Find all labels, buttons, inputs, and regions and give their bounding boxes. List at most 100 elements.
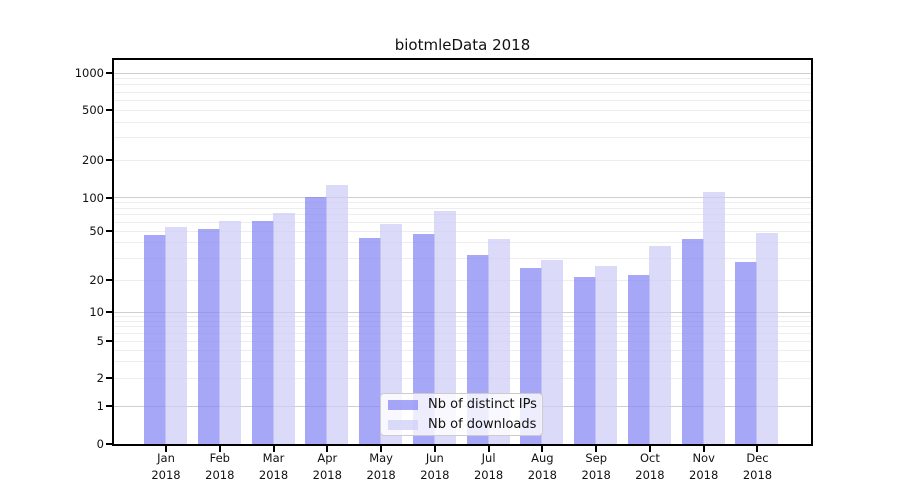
month-year: 2018 xyxy=(527,468,558,482)
x-axis-tick xyxy=(218,446,221,452)
month-year: 2018 xyxy=(581,468,611,482)
x-axis-tick xyxy=(272,446,275,452)
y-axis-tick-label: 2 xyxy=(96,371,104,385)
grid-line-minor xyxy=(114,377,811,379)
y-axis-tick xyxy=(106,405,113,407)
month-name: Mar xyxy=(262,451,285,465)
month-year: 2018 xyxy=(635,468,665,482)
month-name: Feb xyxy=(209,451,230,465)
month-year: 2018 xyxy=(312,468,342,482)
x-axis-tick xyxy=(541,446,544,452)
grid-line-minor xyxy=(114,207,811,209)
legend-item-distinct-ips: Nb of distinct IPs xyxy=(388,396,542,413)
month-year: 2018 xyxy=(473,468,504,482)
y-axis-tick-label: 5 xyxy=(96,334,104,348)
grid-line-minor xyxy=(114,84,811,86)
month-name: Oct xyxy=(639,451,660,465)
y-axis-tick xyxy=(106,72,113,74)
grid-line-minor xyxy=(114,109,811,111)
y-axis-tick-label: 100 xyxy=(82,190,104,205)
x-axis-month-label: Oct 2018 xyxy=(622,450,678,484)
legend-swatch-distinct-ips xyxy=(388,399,418,410)
x-axis-month-label: Jan 2018 xyxy=(138,450,194,484)
month-year: 2018 xyxy=(258,468,289,482)
grid-line-minor xyxy=(114,78,811,80)
grid-line-minor xyxy=(114,159,811,161)
bar-downloads xyxy=(326,184,349,444)
grid-line-minor xyxy=(114,230,811,232)
bar-downloads xyxy=(756,233,779,444)
y-axis-tick-label: 20 xyxy=(89,273,104,287)
chart-title: biotmleData 2018 xyxy=(394,36,531,54)
grid-line-minor xyxy=(114,349,811,351)
grid-line-minor xyxy=(114,202,811,204)
month-name: Sep xyxy=(585,451,607,465)
grid-line-minor xyxy=(114,221,811,223)
y-axis-tick xyxy=(106,340,113,342)
y-axis-tick xyxy=(106,230,113,232)
x-axis-month-label: Jul 2018 xyxy=(461,450,517,484)
y-axis-tick xyxy=(106,377,113,379)
month-name: Jan xyxy=(157,451,175,465)
y-axis-tick-label: 1 xyxy=(96,399,104,413)
bar-downloads xyxy=(272,213,295,444)
x-axis-month-label: Aug 2018 xyxy=(514,450,570,484)
grid-line-minor xyxy=(114,137,811,139)
x-axis-tick xyxy=(433,446,436,452)
grid-line-minor xyxy=(114,279,811,281)
x-axis-tick xyxy=(702,446,705,452)
grid-line-minor xyxy=(114,361,811,363)
x-axis-tick xyxy=(756,446,759,452)
x-axis-month-label: Sep 2018 xyxy=(568,450,624,484)
bar-distinct-ips xyxy=(359,237,382,444)
y-axis-tick-label: 500 xyxy=(82,103,104,117)
bar-downloads xyxy=(595,265,618,444)
bar-downloads xyxy=(487,239,510,444)
y-axis-tick-label: 10 xyxy=(89,305,104,319)
legend-label-distinct-ips: Nb of distinct IPs xyxy=(428,397,537,412)
grid-line-major xyxy=(114,72,811,74)
bar-downloads xyxy=(541,260,564,444)
y-axis-tick-label: 50 xyxy=(89,224,104,238)
month-year: 2018 xyxy=(742,468,773,482)
month-name: Jun xyxy=(425,451,444,465)
x-axis-month-label: Mar 2018 xyxy=(246,450,302,484)
legend: Nb of distinct IPs Nb of downloads xyxy=(380,393,543,436)
x-axis-month-label: Nov 2018 xyxy=(676,450,732,484)
bar-downloads xyxy=(380,223,403,444)
y-axis-tick xyxy=(106,311,113,313)
bar-distinct-ips xyxy=(574,277,597,444)
month-year: 2018 xyxy=(151,468,181,482)
grid-line-minor xyxy=(114,340,811,342)
month-name: Apr xyxy=(317,451,338,465)
y-axis-tick xyxy=(106,109,113,111)
x-axis-month-label: Jun 2018 xyxy=(407,450,463,484)
bar-distinct-ips xyxy=(735,262,758,444)
grid-line-major xyxy=(114,311,811,313)
x-axis-tick xyxy=(165,446,167,452)
y-axis-tick-label: 1000 xyxy=(74,66,104,80)
month-name: May xyxy=(369,451,393,465)
grid-line-minor xyxy=(114,91,811,93)
bar-distinct-ips xyxy=(627,274,650,444)
x-axis-tick xyxy=(380,446,383,452)
x-axis-tick xyxy=(487,446,490,452)
x-axis-month-label: Feb 2018 xyxy=(192,450,248,484)
grid-line-minor xyxy=(114,315,811,317)
month-name: Jul xyxy=(481,451,496,465)
month-year: 2018 xyxy=(366,468,396,482)
x-axis-month-label: May 2018 xyxy=(353,450,409,484)
grid-line-major xyxy=(114,197,811,198)
bar-downloads xyxy=(433,211,456,444)
month-year: 2018 xyxy=(689,468,719,482)
grid-line-minor xyxy=(114,332,811,334)
x-axis-month-label: Dec 2018 xyxy=(729,450,785,484)
x-axis-tick xyxy=(326,446,329,452)
x-axis-tick xyxy=(595,446,598,452)
bar-distinct-ips xyxy=(144,235,166,444)
bar-downloads xyxy=(165,227,187,444)
legend-label-downloads: Nb of downloads xyxy=(428,417,537,432)
